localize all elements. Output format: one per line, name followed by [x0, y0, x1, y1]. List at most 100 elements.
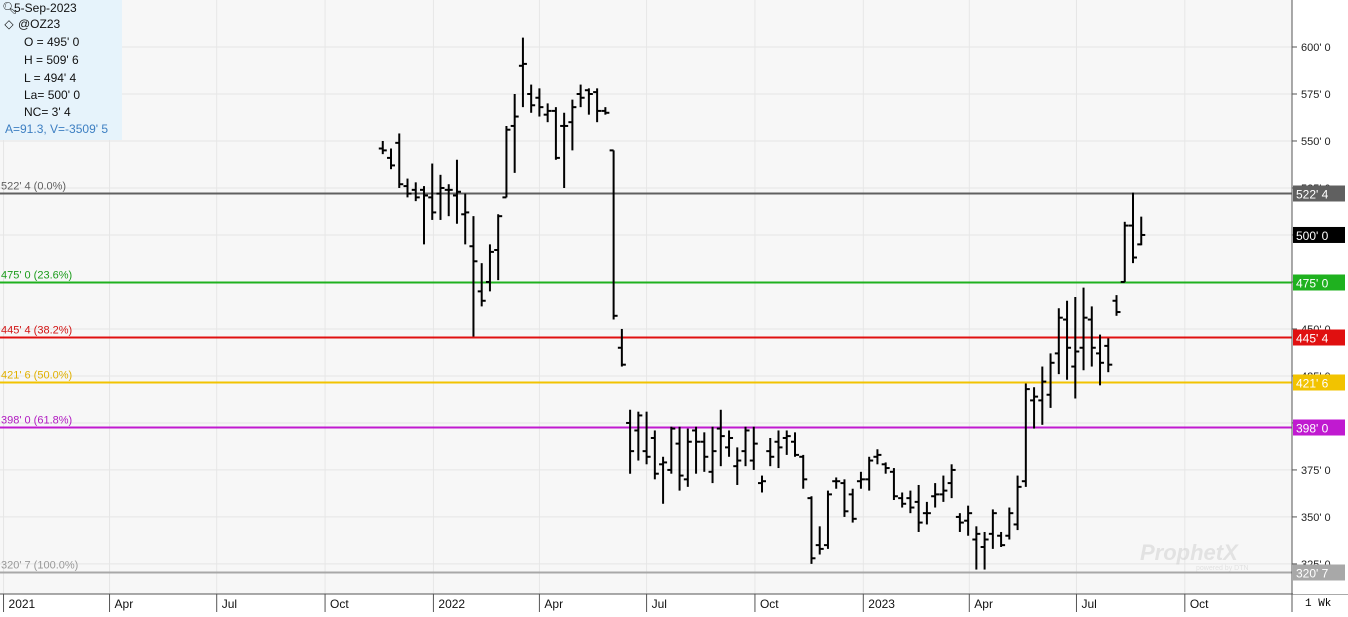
x-tick-label: 2022: [438, 597, 465, 611]
watermark-brand: ProphetX: [1140, 540, 1239, 565]
ohlc-bar: [774, 430, 783, 469]
ohlc-bar: [609, 149, 618, 320]
fib-label-right: 445' 4: [1296, 332, 1329, 346]
fib-label-left: 421' 6 (50.0%): [1, 370, 72, 382]
ohlc-bar: [1046, 353, 1055, 408]
ohlc-bar: [749, 426, 758, 470]
info-symbol-row: ◇ @OZ23: [3, 17, 60, 33]
fib-label-left: 522' 4 (0.0%): [1, 181, 66, 193]
y-tick-label: 375' 0: [1301, 465, 1331, 477]
ohlc-bar: [708, 426, 717, 484]
ohlc-bar: [840, 479, 849, 517]
ohlc-bar: [848, 488, 857, 523]
period-label[interactable]: 1 Wk: [1305, 598, 1332, 610]
ohlc-bar: [551, 107, 560, 160]
x-tick-label: Jul: [222, 597, 237, 611]
x-tick-label: Oct: [1190, 597, 1209, 611]
x-tick-label: Apr: [115, 597, 134, 611]
y-tick-label: 600' 0: [1301, 42, 1331, 54]
fib-label-left: 445' 4 (38.2%): [1, 325, 72, 337]
y-tick-label: 350' 0: [1301, 512, 1331, 524]
ohlc-bar: [988, 509, 997, 549]
ohlc-bar: [1038, 366, 1047, 425]
ohlc-bar: [428, 163, 437, 220]
ohlc-bar: [593, 88, 602, 123]
x-tick-label: 2023: [868, 597, 895, 611]
ohlc-bar: [576, 84, 585, 108]
plot-background: [0, 0, 1292, 594]
info-open: O = 495' 0: [24, 35, 80, 49]
ohlc-bar: [955, 513, 964, 532]
ohlc-bar: [494, 214, 503, 281]
ohlc-bar: [683, 428, 692, 487]
ohlc-bar: [403, 178, 412, 198]
ohlc-bar: [790, 432, 799, 457]
ohlc-bar: [518, 37, 527, 108]
last-price-box: [1293, 226, 1345, 243]
y-tick-label: 550' 0: [1301, 136, 1331, 148]
ohlc-bar: [980, 531, 989, 570]
fib-label-box: [1293, 329, 1345, 346]
fib-label-left: 398' 0 (61.8%): [1, 415, 72, 427]
watermark-sub: powered by DTN: [1196, 565, 1249, 572]
ohlc-bar: [411, 182, 420, 202]
ohlc-bar: [1120, 221, 1129, 283]
fib-label-box: [1293, 274, 1345, 291]
ohlc-bar: [931, 483, 940, 508]
x-tick-label: Oct: [760, 597, 779, 611]
fib-left-labels: 522' 4 (0.0%) 475' 0 (23.6%) 445' 4 (38.2%…: [1, 181, 78, 572]
info-net-change: NC= 3' 4: [24, 105, 71, 119]
fib-label-right: 522' 4: [1296, 188, 1329, 202]
ohlc-bar: [997, 531, 1006, 548]
magnifier-icon[interactable]: 🔍︎: [2, 1, 18, 15]
ohlc-bar: [568, 99, 577, 151]
ohlc-bar: [914, 484, 923, 532]
ohlc-bar: [452, 159, 461, 224]
last-price-text: 500' 0: [1296, 229, 1329, 243]
last-price-marker: 500' 0: [1293, 226, 1345, 243]
info-low: L = 494' 4: [24, 71, 77, 85]
x-tick-label: 2021: [9, 597, 36, 611]
ohlc-bar: [642, 411, 651, 465]
ohlc-bar: [461, 193, 470, 245]
ohlc-bar: [758, 475, 767, 493]
ohlc-bar: [535, 88, 544, 117]
ohlc-bar: [815, 526, 824, 555]
ohlc-bar: [436, 174, 445, 220]
ohlc-bar: [725, 430, 734, 457]
ohlc-bar: [947, 464, 956, 499]
ohlc-bar: [1104, 338, 1113, 373]
ohlc-bar: [865, 456, 874, 491]
ohlc-bar: [1087, 306, 1096, 367]
ohlc-bar: [560, 112, 569, 188]
ohlc-bar: [889, 468, 898, 501]
info-av: A=91.3, V=-3509' 5: [5, 122, 109, 136]
ohlc-bar: [584, 88, 593, 115]
x-axis-ticks: 2021 Apr Jul Oct 2022 Apr Jul Oct 2023 Apr Jul Oct: [3, 594, 1209, 612]
ohlc-bar: [856, 471, 865, 489]
ohlc-bar: [939, 475, 948, 502]
ohlc-bar: [700, 432, 709, 472]
y-tick-label: 575' 0: [1301, 89, 1331, 101]
ohlc-bar: [527, 84, 536, 113]
info-panel: 🔍︎5-Sep-2023 ◇ @OZ23 O = 495' 0 H = 509' …: [0, 0, 122, 140]
ohlc-bar: [477, 263, 486, 307]
diamond-icon[interactable]: ◇: [4, 17, 14, 31]
ohlc-bar: [692, 426, 701, 474]
x-tick-label: Apr: [544, 597, 563, 611]
ohlc-bar: [1112, 295, 1121, 316]
ohlc-bar: [626, 409, 635, 474]
fib-label-right: 421' 6: [1296, 377, 1329, 391]
ohlc-bar: [906, 490, 915, 514]
ohlc-bar: [502, 125, 511, 199]
y-axis-panel[interactable]: [1293, 0, 1348, 594]
ohlc-bar: [898, 492, 907, 508]
ohlc-bar: [1005, 507, 1014, 540]
x-axis-panel[interactable]: [0, 595, 1292, 612]
ohlc-bar: [733, 447, 742, 485]
ohlc-bar: [807, 496, 816, 564]
ohlc-bar: [1071, 297, 1080, 399]
info-last: La= 500' 0: [24, 88, 81, 102]
